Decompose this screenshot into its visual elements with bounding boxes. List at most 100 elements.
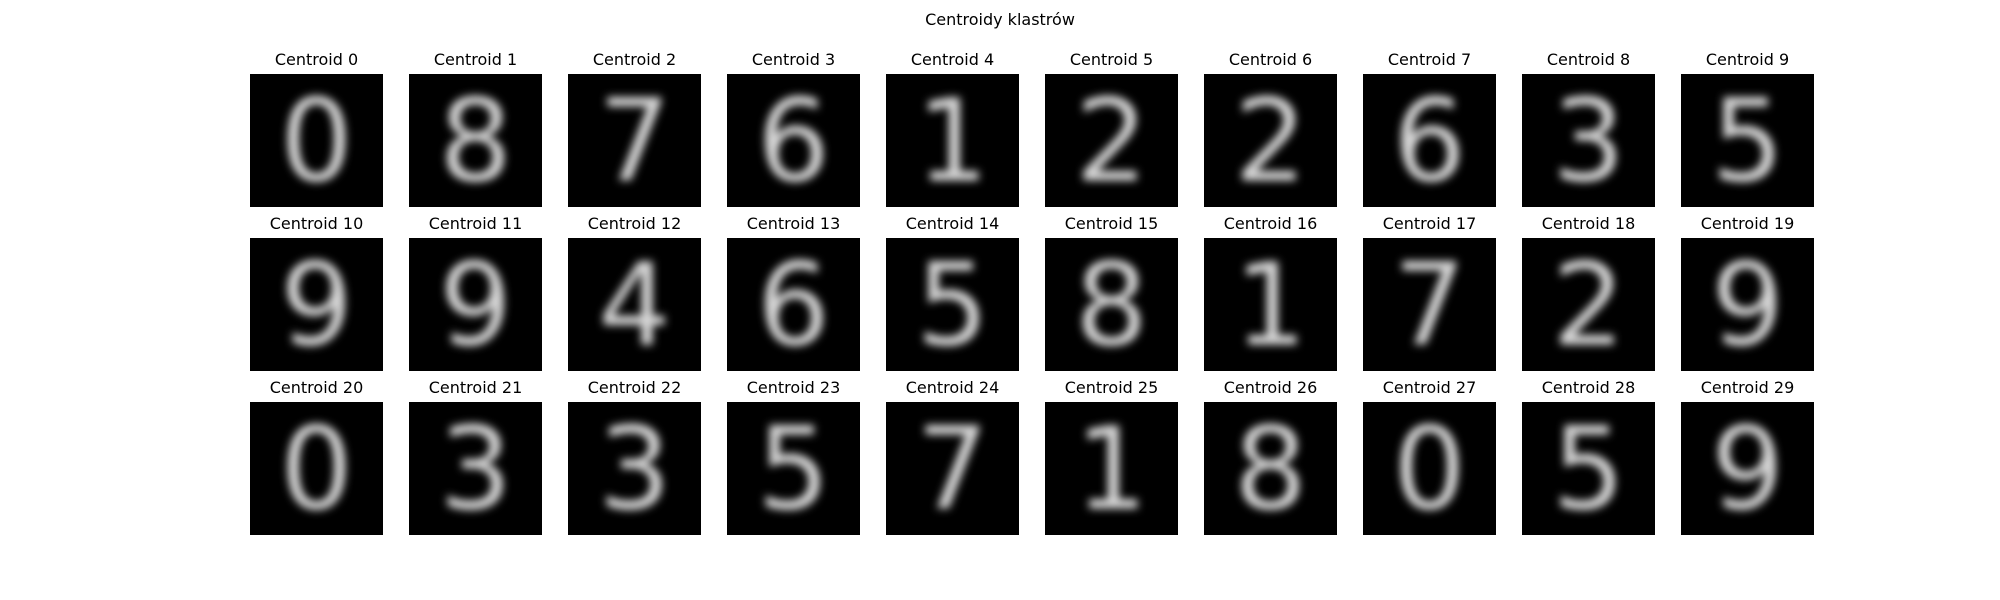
centroid-cell: Centroid 20 0 [250,378,383,535]
centroid-digit: 7 [1393,238,1466,371]
centroid-cell: Centroid 23 5 [727,378,860,535]
figure-title: Centroidy klastrów [925,10,1075,29]
centroid-cell: Centroid 25 1 [1045,378,1178,535]
centroid-title: Centroid 4 [910,50,995,69]
centroid-image: 0 [250,402,383,535]
centroid-image: 6 [727,74,860,207]
centroid-digit: 6 [1393,74,1466,207]
centroid-digit: 9 [1711,238,1784,371]
centroid-image: 8 [1045,238,1178,371]
centroid-title: Centroid 7 [1387,50,1472,69]
centroid-title: Centroid 24 [905,378,1000,397]
centroid-title: Centroid 17 [1382,214,1477,233]
centroid-image: 1 [886,74,1019,207]
centroid-image: 2 [1522,238,1655,371]
centroid-image: 0 [250,74,383,207]
centroid-digit: 5 [757,402,830,535]
centroid-title: Centroid 27 [1382,378,1477,397]
centroid-cell: Centroid 3 6 [727,50,860,207]
centroid-cell: Centroid 16 1 [1204,214,1337,371]
centroid-title: Centroid 6 [1228,50,1313,69]
centroid-digit: 7 [598,74,671,207]
centroid-grid: Centroid 0 0 Centroid 1 8 Centroid 2 7 Centroi… [250,50,1814,535]
centroid-digit: 0 [280,402,353,535]
centroid-digit: 8 [1234,402,1307,535]
centroid-image: 6 [1363,74,1496,207]
centroid-cell: Centroid 19 9 [1681,214,1814,371]
centroid-digit: 3 [1552,74,1625,207]
centroid-cell: Centroid 26 8 [1204,378,1337,535]
centroid-title: Centroid 23 [746,378,841,397]
centroid-digit: 6 [757,74,830,207]
centroid-digit: 8 [1075,238,1148,371]
centroid-cell: Centroid 10 9 [250,214,383,371]
centroid-cell: Centroid 27 0 [1363,378,1496,535]
centroid-digit: 2 [1234,74,1307,207]
centroid-title: Centroid 9 [1705,50,1790,69]
centroid-title: Centroid 22 [587,378,682,397]
centroid-title: Centroid 2 [592,50,677,69]
centroid-digit: 6 [757,238,830,371]
centroid-digit: 5 [916,238,989,371]
centroid-cell: Centroid 22 3 [568,378,701,535]
centroid-image: 5 [1681,74,1814,207]
centroid-title: Centroid 5 [1069,50,1154,69]
centroid-digit: 8 [439,74,512,207]
centroid-cell: Centroid 15 8 [1045,214,1178,371]
centroid-cell: Centroid 0 0 [250,50,383,207]
centroid-cell: Centroid 13 6 [727,214,860,371]
centroid-digit: 1 [1075,402,1148,535]
centroid-title: Centroid 10 [269,214,364,233]
centroid-cell: Centroid 2 7 [568,50,701,207]
centroid-image: 9 [1681,238,1814,371]
centroid-title: Centroid 25 [1064,378,1159,397]
centroid-cell: Centroid 8 3 [1522,50,1655,207]
centroid-title: Centroid 0 [274,50,359,69]
centroid-title: Centroid 11 [428,214,523,233]
centroid-title: Centroid 14 [905,214,1000,233]
centroid-image: 9 [409,238,542,371]
centroid-digit: 9 [1711,402,1784,535]
centroid-digit: 0 [1393,402,1466,535]
centroid-title: Centroid 1 [433,50,518,69]
centroid-cell: Centroid 24 7 [886,378,1019,535]
centroid-digit: 1 [1234,238,1307,371]
centroid-image: 5 [1522,402,1655,535]
centroid-image: 4 [568,238,701,371]
centroid-title: Centroid 15 [1064,214,1159,233]
centroid-cell: Centroid 4 1 [886,50,1019,207]
centroid-cell: Centroid 17 7 [1363,214,1496,371]
centroid-cell: Centroid 1 8 [409,50,542,207]
centroid-image: 2 [1045,74,1178,207]
centroid-digit: 1 [916,74,989,207]
centroid-title: Centroid 26 [1223,378,1318,397]
centroid-image: 3 [409,402,542,535]
centroid-title: Centroid 20 [269,378,364,397]
centroid-image: 8 [409,74,542,207]
centroid-title: Centroid 8 [1546,50,1631,69]
centroid-cell: Centroid 11 9 [409,214,542,371]
centroid-digit: 5 [1711,74,1784,207]
centroid-title: Centroid 3 [751,50,836,69]
centroid-cell: Centroid 21 3 [409,378,542,535]
centroid-digit: 5 [1552,402,1625,535]
centroid-digit: 2 [1552,238,1625,371]
centroid-cell: Centroid 28 5 [1522,378,1655,535]
centroid-digit: 3 [598,402,671,535]
centroid-digit: 9 [439,238,512,371]
centroid-title: Centroid 16 [1223,214,1318,233]
centroid-title: Centroid 28 [1541,378,1636,397]
centroid-title: Centroid 12 [587,214,682,233]
centroid-image: 7 [886,402,1019,535]
centroid-image: 3 [568,402,701,535]
centroid-title: Centroid 29 [1700,378,1795,397]
centroid-digit: 0 [280,74,353,207]
centroid-digit: 9 [280,238,353,371]
centroid-image: 9 [1681,402,1814,535]
centroid-title: Centroid 13 [746,214,841,233]
centroid-image: 9 [250,238,383,371]
centroid-image: 7 [1363,238,1496,371]
centroid-image: 1 [1204,238,1337,371]
centroid-cell: Centroid 29 9 [1681,378,1814,535]
centroid-cell: Centroid 14 5 [886,214,1019,371]
